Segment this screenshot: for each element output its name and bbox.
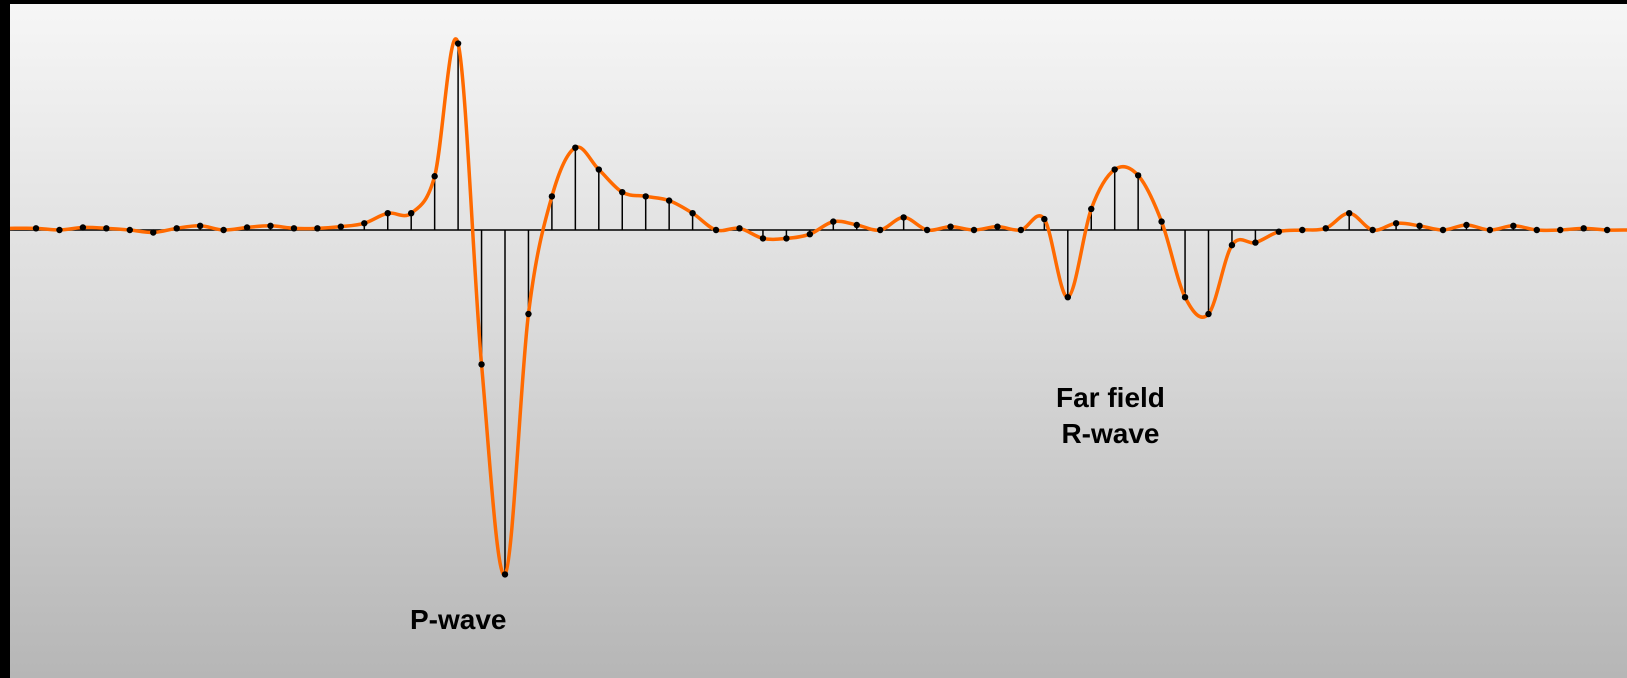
far-field-r-wave-label: Far field R-wave: [1056, 380, 1165, 453]
egm-diagram-panel: P-wave Far field R-wave: [10, 4, 1627, 678]
sample-point: [79, 224, 87, 231]
sample-point: [1439, 226, 1447, 234]
sample-point: [173, 225, 180, 232]
sample-point: [337, 223, 345, 230]
far-field-label-line1: Far field: [1056, 382, 1165, 413]
sample-point: [619, 189, 626, 196]
sample-point: [806, 231, 814, 238]
far-field-label-line2: R-wave: [1061, 418, 1160, 450]
sample-point: [1533, 226, 1541, 234]
signal-trace: [10, 37, 1627, 577]
sample-point: [1299, 226, 1306, 234]
sample-point: [32, 225, 40, 232]
sample-point: [1041, 215, 1048, 223]
sample-point: [267, 222, 274, 229]
p-wave-label-text: P-wave: [410, 604, 507, 635]
sample-stems: [35, 43, 1585, 575]
sample-point: [1416, 222, 1423, 229]
sample-point: [1603, 226, 1611, 234]
sample-point: [877, 226, 884, 234]
sample-point: [994, 223, 1001, 230]
sample-point: [314, 225, 321, 232]
sample-point: [572, 144, 579, 151]
sample-point: [595, 166, 602, 173]
sample-point: [1228, 241, 1236, 249]
sample-point: [1158, 218, 1165, 225]
sample-point: [830, 218, 837, 225]
sample-point: [243, 224, 251, 231]
sample-point: [361, 220, 368, 227]
sample-point: [290, 225, 298, 232]
p-wave-label: P-wave: [410, 602, 507, 638]
sample-point: [1346, 210, 1353, 217]
sample-point: [1017, 226, 1025, 234]
sample-point: [1580, 225, 1587, 232]
sample-point: [712, 226, 720, 234]
sample-point: [150, 229, 157, 236]
sample-point: [900, 214, 907, 221]
sample-point: [736, 225, 743, 232]
sample-point: [1392, 220, 1400, 227]
sample-point: [454, 40, 462, 47]
sample-point: [126, 226, 133, 234]
sample-point: [1205, 310, 1212, 318]
sample-point: [1064, 294, 1072, 301]
sample-point: [1486, 226, 1494, 234]
sample-point: [759, 235, 767, 242]
sample-point: [196, 222, 204, 229]
sample-point: [1088, 205, 1095, 213]
sample-point: [1181, 294, 1189, 301]
sample-point: [689, 210, 696, 217]
sample-point: [1111, 166, 1118, 173]
sample-point: [408, 210, 415, 217]
sample-point: [1252, 239, 1259, 246]
sample-point: [853, 221, 860, 229]
sample-points: [32, 40, 1611, 578]
sample-point: [1557, 226, 1564, 234]
sample-point: [384, 210, 391, 217]
sample-point: [1134, 172, 1142, 179]
sample-point: [220, 226, 227, 234]
sample-point: [431, 173, 438, 180]
sample-point: [1322, 225, 1329, 232]
sample-point: [947, 223, 954, 230]
sample-point: [665, 197, 673, 204]
sample-point: [923, 226, 931, 234]
egm-waveform: [10, 37, 1627, 578]
sample-point: [56, 226, 63, 234]
sample-point: [501, 571, 509, 578]
sample-point: [103, 225, 110, 232]
sample-point: [1463, 221, 1470, 229]
sample-point: [548, 193, 556, 200]
sample-point: [1369, 226, 1376, 234]
sample-point: [478, 361, 485, 368]
sample-point: [1510, 222, 1517, 229]
sample-point: [783, 235, 790, 242]
sample-point: [642, 193, 649, 200]
sample-point: [970, 226, 978, 234]
sample-point: [525, 310, 532, 318]
sample-point: [1275, 228, 1283, 235]
